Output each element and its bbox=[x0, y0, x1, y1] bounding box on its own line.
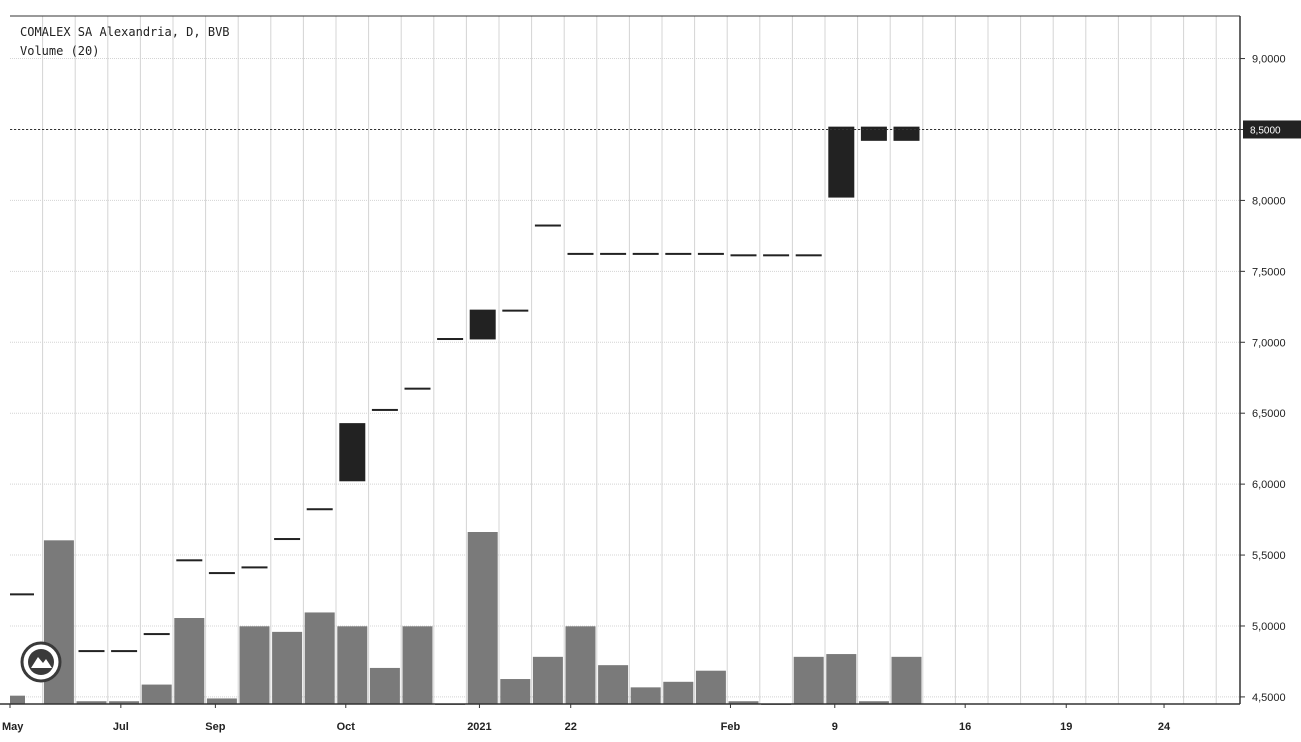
y-tick-label: 6,5000 bbox=[1252, 408, 1286, 420]
volume-bar bbox=[239, 626, 270, 704]
volume-bar bbox=[500, 679, 531, 704]
volume-bar bbox=[141, 684, 172, 704]
volume-bar bbox=[858, 701, 889, 704]
x-tick-label: Jul bbox=[113, 721, 129, 733]
price-candles bbox=[10, 126, 920, 653]
price-candle bbox=[339, 423, 366, 482]
price-candle bbox=[763, 254, 790, 257]
price-candle bbox=[795, 254, 822, 257]
price-candle bbox=[534, 224, 561, 227]
price-candle bbox=[437, 338, 464, 341]
volume-bars bbox=[10, 532, 922, 705]
volume-bar bbox=[467, 532, 498, 704]
volume-bar bbox=[630, 687, 661, 704]
volume-bar bbox=[598, 665, 629, 704]
indicator-label: Volume (20) bbox=[20, 44, 99, 58]
price-candle bbox=[632, 252, 659, 255]
price-candle bbox=[10, 593, 34, 596]
volume-bar bbox=[76, 701, 107, 704]
x-tick-label: Feb bbox=[721, 721, 741, 733]
volume-bar bbox=[10, 695, 25, 704]
volume-bar bbox=[826, 654, 857, 704]
price-candle bbox=[469, 309, 496, 340]
volume-bar bbox=[272, 631, 303, 704]
price-candle bbox=[893, 126, 920, 141]
price-candle bbox=[502, 309, 529, 312]
x-tick-label: 2021 bbox=[467, 721, 491, 733]
volume-bar bbox=[532, 656, 563, 704]
price-candle bbox=[860, 126, 887, 141]
x-tick-label: May bbox=[2, 721, 24, 733]
price-candle bbox=[78, 650, 105, 653]
price-candle bbox=[600, 252, 627, 255]
price-candle bbox=[143, 633, 170, 636]
price-candle bbox=[176, 559, 203, 562]
last-price-box bbox=[1243, 120, 1301, 139]
price-candle bbox=[241, 566, 268, 569]
volume-bar bbox=[109, 701, 140, 704]
y-tick-label: 5,0000 bbox=[1252, 621, 1286, 633]
y-tick-label: 7,0000 bbox=[1252, 337, 1286, 349]
price-candle bbox=[306, 508, 333, 511]
legend: COMALEX SA Alexandria, D, BVB Volume (20… bbox=[20, 25, 230, 58]
y-tick-label: 9,0000 bbox=[1252, 54, 1286, 66]
grid-lines bbox=[10, 16, 1240, 704]
volume-bar bbox=[728, 701, 759, 704]
volume-bar bbox=[793, 656, 824, 704]
volume-bar bbox=[402, 626, 433, 704]
y-tick-label: 5,5000 bbox=[1252, 550, 1286, 562]
x-tick-label: 19 bbox=[1060, 721, 1072, 733]
price-candle bbox=[208, 572, 235, 575]
price-candle bbox=[371, 408, 398, 411]
y-tick-label: 8,0000 bbox=[1252, 195, 1286, 207]
price-candle bbox=[828, 126, 855, 198]
volume-bar bbox=[565, 626, 596, 704]
volume-bar bbox=[891, 656, 922, 704]
price-candle bbox=[111, 650, 138, 653]
chart-title: COMALEX SA Alexandria, D, BVB bbox=[20, 25, 230, 39]
volume-bar bbox=[206, 698, 237, 704]
y-tick-label: 7,5000 bbox=[1252, 266, 1286, 278]
volume-bar bbox=[695, 670, 726, 704]
price-candle bbox=[567, 252, 594, 255]
price-candle bbox=[404, 387, 431, 390]
mountain-logo-icon[interactable] bbox=[20, 641, 62, 683]
x-tick-label: 22 bbox=[565, 721, 577, 733]
axes: 9,0000 8,0000 7,5000 7,0000 6,5000 6,0000 5,50… bbox=[0, 15, 1301, 733]
y-tick-label: 4,5000 bbox=[1252, 692, 1286, 704]
x-tick-label: Sep bbox=[205, 721, 225, 733]
last-price-label: 8,5000 bbox=[1250, 125, 1281, 136]
x-tick-label: 9 bbox=[832, 721, 838, 733]
volume-bar bbox=[304, 612, 335, 704]
volume-bar bbox=[369, 667, 400, 704]
y-tick-label: 6,0000 bbox=[1252, 479, 1286, 491]
volume-bar bbox=[174, 618, 205, 704]
price-candle bbox=[274, 538, 301, 541]
price-candle bbox=[730, 254, 757, 257]
x-tick-label: Oct bbox=[337, 721, 356, 733]
price-candle bbox=[697, 252, 724, 255]
x-tick-label: 24 bbox=[1158, 721, 1171, 733]
volume-bar bbox=[663, 681, 694, 704]
price-candle bbox=[665, 252, 692, 255]
volume-bar bbox=[337, 626, 368, 704]
x-tick-label: 16 bbox=[959, 721, 971, 733]
